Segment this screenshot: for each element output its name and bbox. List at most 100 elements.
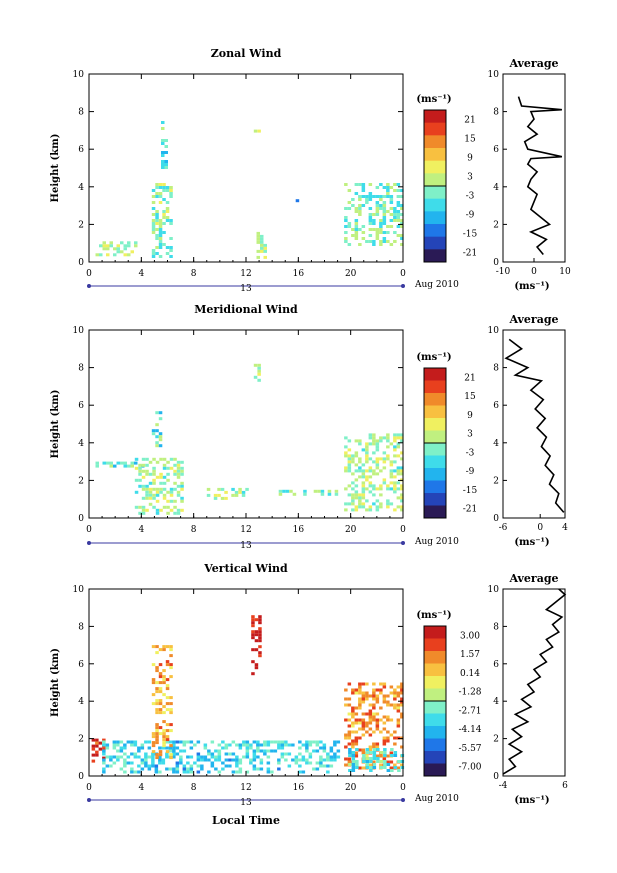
heatmap-cell [368,721,373,725]
heatmap-cell [368,763,373,767]
heatmap-cell [351,204,355,207]
heatmap-cell [376,760,380,763]
heatmap-cell [162,741,166,745]
heatmap-cell [393,508,397,512]
heatmap-cell [148,493,153,497]
heatmap-cell [138,469,142,473]
colorbar-segment [424,148,446,162]
heatmap-cell [361,694,366,698]
heatmap-cell [375,508,380,512]
heatmap-cell [382,700,387,704]
day-bar-end [401,284,405,288]
heatmap-cell [375,228,380,231]
heatmap-cell [382,682,387,686]
heatmap-cell [358,697,362,701]
heatmap-cell [155,195,159,198]
colorbar-tick-label: -9 [466,467,475,477]
heatmap-cell [151,207,156,210]
heatmap-cell [151,735,156,739]
heatmap-cell [173,499,177,503]
heatmap-cell [155,690,159,694]
heatmap-cell [105,746,110,750]
heatmap-cell [280,755,285,759]
profile-title: Average [508,57,558,70]
y-tick-label: 8 [78,622,84,632]
x-tick-label: 0 [400,525,406,535]
heatmap-cell [358,207,362,210]
heatmap-cell [390,754,394,757]
heatmap-cell [376,757,380,760]
heatmap-cell [238,770,243,774]
heatmap-cell [354,751,359,755]
heatmap-cell [354,219,359,222]
heatmap-cell [354,228,359,231]
heatmap-cell [375,442,380,446]
heatmap-cell [351,691,355,695]
heatmap-cell [235,743,239,747]
heatmap-cell [152,481,156,485]
heatmap-cell [252,752,257,756]
heatmap-cell [368,715,373,719]
heatmap-cell [298,758,302,762]
heatmap-cell [176,463,181,467]
heatmap-cell [344,240,348,243]
heatmap-cell [386,192,390,195]
heatmap-cell [159,475,163,479]
profile-y-tick-label: 8 [493,622,499,632]
heatmap-cell [319,740,323,744]
heatmap-cell [158,761,162,765]
heatmap-cell [379,706,383,710]
heatmap-cell [165,738,170,742]
heatmap-cell [361,487,366,491]
y-axis-label: Height (km) [50,134,61,203]
y-tick-label: 2 [78,220,84,230]
heatmap-cell [389,243,394,246]
heatmap-cell [358,496,362,500]
heatmap-cell [138,466,142,470]
heatmap-cell [214,758,218,762]
heatmap-cell [141,487,146,491]
heatmap-cell [400,715,404,719]
heatmap-cell [375,204,380,207]
heatmap-cell [273,749,278,753]
heatmap-cell [162,744,166,748]
heatmap-cell [382,436,387,440]
heatmap-cell [109,764,113,768]
y-axis-label: Height (km) [50,648,61,717]
heatmap-cell [207,770,211,774]
heatmap-cell [98,741,103,745]
heatmap-cell [210,752,215,756]
heatmap-cell [400,703,404,707]
heatmap-cell [141,505,146,509]
heatmap-cell [120,461,124,465]
heatmap-cell [256,231,260,235]
heatmap-cell [169,219,173,222]
heatmap-cell [396,219,401,222]
heatmap-cell [347,460,352,464]
heatmap-cell [375,745,380,749]
heatmap-cell [382,451,387,455]
heatmap-cell [368,748,373,752]
heatmap-cell [336,755,341,759]
heatmap-cell [165,663,170,667]
date-label: Aug 2010 [414,537,459,547]
heatmap-cell [189,767,194,771]
heatmap-cell [379,225,383,228]
heatmap-cell [158,690,163,694]
heatmap-cell [393,688,397,692]
heatmap-cell [162,738,166,742]
heatmap-cell [368,195,373,198]
heatmap-cell [151,252,156,255]
heatmap-cell [189,746,194,750]
heatmap-cell [228,764,232,768]
heatmap-cell [358,688,362,692]
heatmap-cell [165,767,169,771]
heatmap-cell [254,663,259,667]
heatmap-cell [266,740,271,744]
heatmap-cell [180,481,184,485]
heatmap-cell [152,478,156,482]
heatmap-cell [173,463,177,467]
heatmap-cell [386,694,390,698]
heatmap-cell [155,237,159,240]
heatmap-cell [277,743,281,747]
